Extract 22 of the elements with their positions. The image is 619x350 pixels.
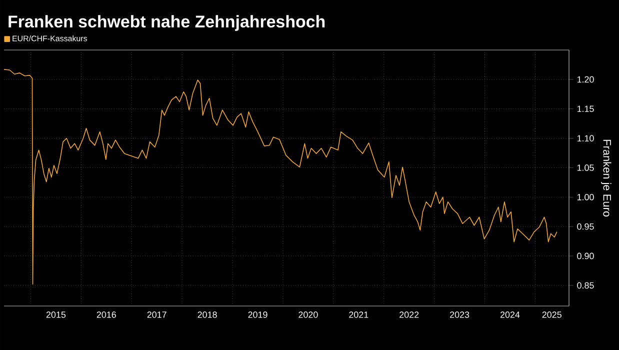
x-tick-label: 2024 bbox=[500, 312, 520, 318]
y-tick-label: 1.15 bbox=[577, 106, 594, 112]
x-tick-label: 2015 bbox=[46, 312, 66, 318]
x-tick-label: 2017 bbox=[147, 312, 166, 318]
x-tick-label: 2019 bbox=[248, 312, 268, 318]
x-tick-label: 2018 bbox=[198, 312, 217, 318]
x-tick-label: 2023 bbox=[450, 312, 470, 318]
y-tick-label: 0.95 bbox=[577, 223, 594, 230]
x-tick-label: 2025 bbox=[542, 312, 562, 318]
y-tick-label: 0.90 bbox=[577, 252, 594, 260]
x-tick-label: 2021 bbox=[349, 312, 368, 318]
y-axis-title: Franken je Euro bbox=[601, 140, 612, 216]
y-tick-label: 1.00 bbox=[577, 194, 594, 200]
x-tick-label: 2022 bbox=[400, 312, 419, 318]
x-tick-label: 2016 bbox=[96, 312, 116, 318]
y-tick-label: 1.05 bbox=[577, 164, 594, 171]
chart-title: Franken schwebt nahe Zehnjahreshoch bbox=[8, 15, 325, 31]
x-tick-label: 2020 bbox=[298, 312, 318, 318]
y-tick-label: 1.20 bbox=[577, 76, 594, 83]
line-series bbox=[4, 69, 558, 285]
y-tick-label: 1.10 bbox=[577, 135, 594, 142]
y-tick-label: 0.85 bbox=[577, 282, 594, 289]
